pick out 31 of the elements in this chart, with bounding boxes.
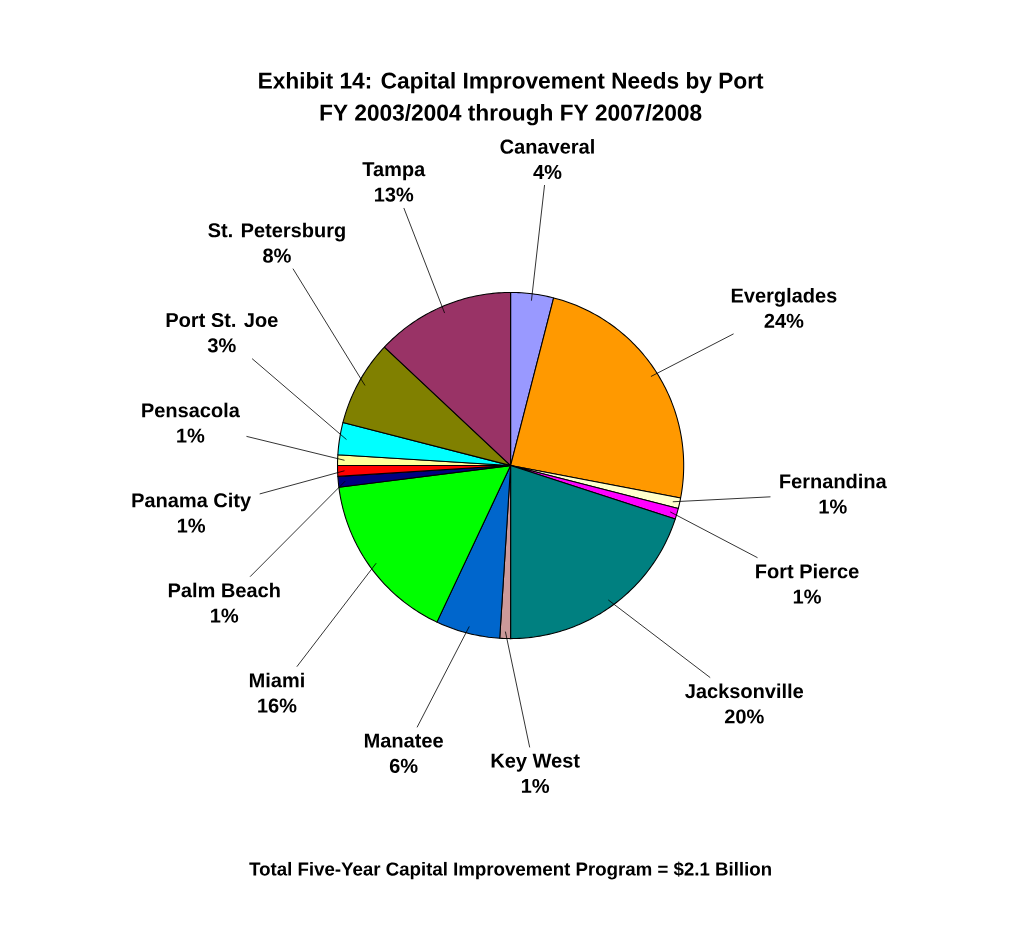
data-label: 13% <box>374 187 414 202</box>
data-label: 1% <box>177 428 205 443</box>
slice-label: Fort Pierce <box>756 563 859 579</box>
slice-label: Canaveral <box>500 139 594 154</box>
data-label: 4% <box>533 164 562 180</box>
data-label: 1% <box>211 608 239 623</box>
data-label: 1% <box>819 499 847 514</box>
slice-label: Tampa <box>362 162 426 181</box>
data-label: 24% <box>764 313 804 328</box>
slice-label: Manatee <box>364 733 443 748</box>
data-label: 1% <box>793 589 821 604</box>
slice-label: Panama City <box>132 492 252 512</box>
slice-label: St. Petersburg <box>208 222 345 242</box>
data-label: 6% <box>389 758 418 773</box>
slice-label: Key West <box>491 753 580 772</box>
data-label: 1% <box>177 518 206 533</box>
slice-label: Port St. Joe <box>166 312 278 328</box>
data-label: 16% <box>258 698 297 713</box>
slice-label: Fernandina <box>780 473 887 489</box>
data-label: 20% <box>724 709 764 724</box>
slice-label: Jacksonville <box>685 683 804 699</box>
slice-label: Pensacola <box>142 402 240 418</box>
text: Total Five-Year Capital Improvement Program = $2.1 Billion <box>249 861 771 880</box>
data-label: 8% <box>263 248 291 263</box>
chart-subtitle: FY 2003/2004 through FY 2007/2008 <box>320 104 702 126</box>
slice-label: Palm Beach <box>168 582 280 598</box>
slice-label: Everglades <box>731 287 837 307</box>
data-label: 1% <box>521 778 550 793</box>
slice-label: Miami <box>249 672 304 688</box>
data-label: 3% <box>207 338 236 353</box>
chart-title: Exhibit 14: Capital Improvement Needs by Port <box>259 72 764 94</box>
